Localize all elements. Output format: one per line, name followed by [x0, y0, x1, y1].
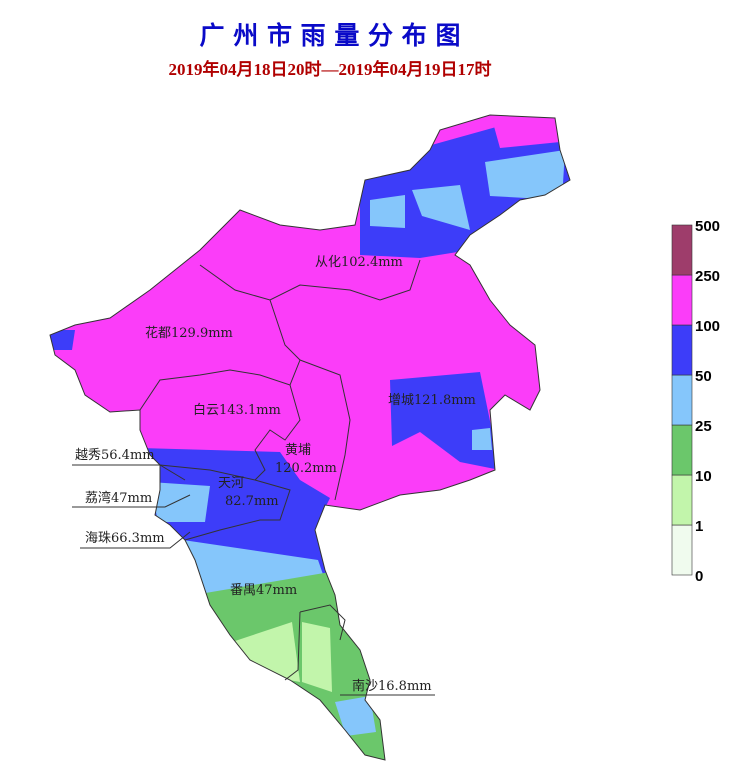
district-label: 荔湾47mm: [85, 490, 152, 506]
legend-swatch: [671, 324, 693, 376]
district-label: 从化102.4mm: [315, 255, 403, 270]
legend-label: 0: [695, 568, 703, 585]
legend-swatch: [671, 424, 693, 476]
legend-label: 500: [695, 218, 720, 235]
legend-swatch: [671, 224, 693, 276]
legend-label: 50: [695, 368, 712, 385]
legend-label: 25: [695, 418, 712, 435]
district-label: 番禺47mm: [230, 583, 297, 598]
district-label: 天河: [218, 476, 244, 491]
legend-label: 10: [695, 468, 712, 485]
district-labels: 从化102.4mm 花都129.9mm 白云143.1mm 增城121.8mm 黄埔 12…: [75, 255, 476, 694]
district-label: 南沙16.8mm: [352, 678, 432, 694]
subtitle: 2019年04月18日20时—2019年04月19日17时: [169, 59, 492, 79]
district-label: 黄埔: [285, 443, 311, 458]
legend-swatch: [671, 524, 693, 576]
district-label: 花都129.9mm: [145, 325, 233, 341]
district-borders: [139, 259, 421, 681]
district-label: 增城121.8mm: [388, 393, 476, 408]
district-label: 82.7mm: [225, 494, 279, 509]
legend-label: 100: [695, 318, 720, 335]
legend-label: 250: [695, 268, 720, 285]
legend: 0 1 10 25 50 100 250 500: [671, 218, 720, 585]
district-label: 白云143.1mm: [193, 402, 281, 418]
leader-lines: [72, 464, 435, 696]
legend-swatch: [671, 474, 693, 526]
title: 广 州 市 雨 量 分 布 图: [200, 21, 461, 50]
legend-swatch: [671, 374, 693, 426]
legend-swatch: [671, 274, 693, 326]
district-label: 海珠66.3mm: [85, 531, 165, 546]
legend-label: 1: [695, 518, 703, 535]
district-label: 越秀56.4mm: [75, 448, 155, 463]
district-label: 120.2mm: [275, 461, 337, 476]
